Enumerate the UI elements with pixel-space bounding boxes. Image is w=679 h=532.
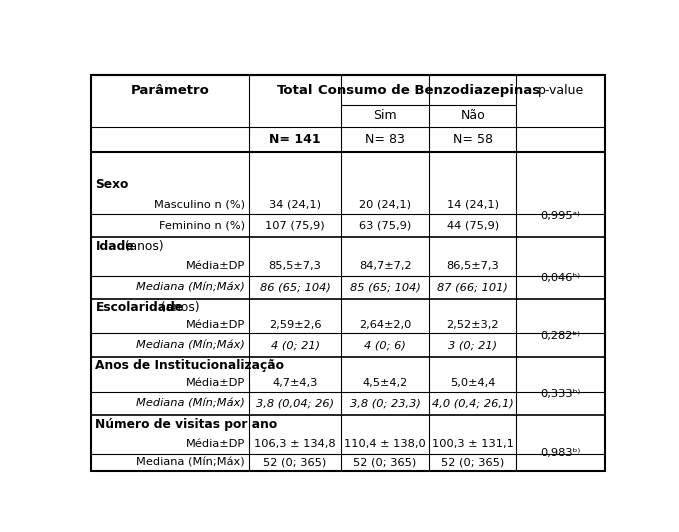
Text: 4,7±4,3: 4,7±4,3 xyxy=(272,378,318,388)
Text: 3 (0; 21): 3 (0; 21) xyxy=(448,340,497,350)
Text: Consumo de Benzodiazepinas: Consumo de Benzodiazepinas xyxy=(318,84,540,96)
Text: Sim: Sim xyxy=(373,109,397,122)
Text: Número de visitas por ano: Número de visitas por ano xyxy=(95,418,278,431)
Text: (anos): (anos) xyxy=(158,301,200,314)
Text: 107 (75,9): 107 (75,9) xyxy=(265,220,325,230)
Text: 4,5±4,2: 4,5±4,2 xyxy=(363,378,407,388)
Text: 0,046ᵇ⁾: 0,046ᵇ⁾ xyxy=(540,273,581,282)
Text: 2,64±2,0: 2,64±2,0 xyxy=(359,320,411,330)
Text: 14 (24,1): 14 (24,1) xyxy=(447,199,498,209)
Text: Feminino n (%): Feminino n (%) xyxy=(159,220,245,230)
Text: 34 (24,1): 34 (24,1) xyxy=(269,199,321,209)
Text: p-value: p-value xyxy=(538,84,584,96)
Text: 20 (24,1): 20 (24,1) xyxy=(359,199,411,209)
Text: 100,3 ± 131,1: 100,3 ± 131,1 xyxy=(432,439,513,449)
Text: 0,995ᵃ⁾: 0,995ᵃ⁾ xyxy=(540,211,581,221)
Text: 0,282ᵇ⁾: 0,282ᵇ⁾ xyxy=(540,331,581,342)
Text: N= 83: N= 83 xyxy=(365,132,405,146)
Text: Mediana (Mín;Máx): Mediana (Mín;Máx) xyxy=(136,340,245,350)
Text: Média±DP: Média±DP xyxy=(185,439,245,449)
Text: 63 (75,9): 63 (75,9) xyxy=(359,220,411,230)
Text: Parâmetro: Parâmetro xyxy=(130,84,210,96)
Text: 0,983ᵇ⁾: 0,983ᵇ⁾ xyxy=(540,447,581,458)
Text: 52 (0; 365): 52 (0; 365) xyxy=(441,458,504,468)
Text: 106,3 ± 134,8: 106,3 ± 134,8 xyxy=(255,439,336,449)
Text: Total: Total xyxy=(277,84,313,96)
Text: 86 (65; 104): 86 (65; 104) xyxy=(259,282,331,292)
Text: 110,4 ± 138,0: 110,4 ± 138,0 xyxy=(344,439,426,449)
Text: 52 (0; 365): 52 (0; 365) xyxy=(354,458,417,468)
Text: Escolaridade: Escolaridade xyxy=(95,301,183,314)
Text: 44 (75,9): 44 (75,9) xyxy=(447,220,499,230)
Text: 4 (0; 21): 4 (0; 21) xyxy=(270,340,320,350)
Text: 3,8 (0; 23,3): 3,8 (0; 23,3) xyxy=(350,398,420,408)
Text: (anos): (anos) xyxy=(122,240,164,253)
Text: Mediana (Mín;Máx): Mediana (Mín;Máx) xyxy=(136,282,245,292)
Text: 85 (65; 104): 85 (65; 104) xyxy=(350,282,420,292)
Text: Masculino n (%): Masculino n (%) xyxy=(154,199,245,209)
Text: Anos de Institucionalização: Anos de Institucionalização xyxy=(95,359,285,372)
Text: 85,5±7,3: 85,5±7,3 xyxy=(269,261,322,271)
Text: N= 58: N= 58 xyxy=(453,132,493,146)
Text: Idade: Idade xyxy=(95,240,134,253)
Text: 52 (0; 365): 52 (0; 365) xyxy=(263,458,327,468)
Text: 5,0±4,4: 5,0±4,4 xyxy=(450,378,496,388)
Text: Não: Não xyxy=(460,109,485,122)
Text: Média±DP: Média±DP xyxy=(185,261,245,271)
Text: Média±DP: Média±DP xyxy=(185,378,245,388)
Text: 84,7±7,2: 84,7±7,2 xyxy=(359,261,411,271)
Text: 86,5±7,3: 86,5±7,3 xyxy=(446,261,499,271)
Text: Sexo: Sexo xyxy=(95,178,129,192)
Text: 4,0 (0,4; 26,1): 4,0 (0,4; 26,1) xyxy=(432,398,513,408)
Text: 2,52±3,2: 2,52±3,2 xyxy=(447,320,499,330)
Text: 87 (66; 101): 87 (66; 101) xyxy=(437,282,508,292)
Text: 3,8 (0,04; 26): 3,8 (0,04; 26) xyxy=(256,398,334,408)
Text: Mediana (Mín;Máx): Mediana (Mín;Máx) xyxy=(136,398,245,408)
Text: N= 141: N= 141 xyxy=(270,132,321,146)
Text: 4 (0; 6): 4 (0; 6) xyxy=(364,340,406,350)
Text: 2,59±2,6: 2,59±2,6 xyxy=(269,320,321,330)
Text: Média±DP: Média±DP xyxy=(185,320,245,330)
Text: Mediana (Mín;Máx): Mediana (Mín;Máx) xyxy=(136,458,245,468)
Text: 0,333ᵇ⁾: 0,333ᵇ⁾ xyxy=(540,389,581,400)
